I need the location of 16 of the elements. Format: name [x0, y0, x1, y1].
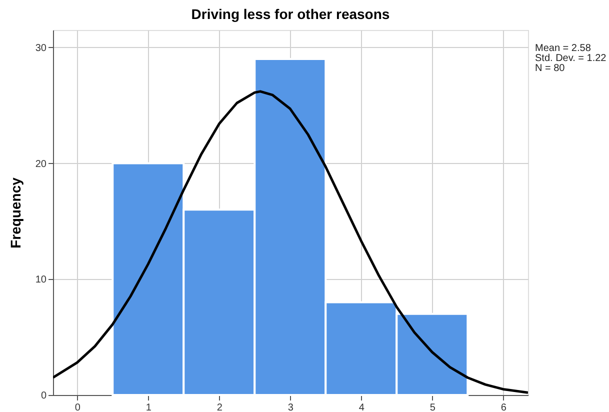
- y-tick-label: 20: [35, 158, 47, 170]
- y-tick-label: 10: [35, 274, 47, 286]
- x-tick-label: 6: [500, 402, 507, 412]
- text: Std. Dev. = 1.22: [535, 53, 607, 64]
- y-tick-label: 30: [35, 42, 47, 54]
- text: Mean = 2.58: [535, 43, 592, 54]
- x-tick-label: 0: [74, 402, 81, 412]
- x-tick-label: 4: [358, 402, 365, 412]
- chart-title: Driving less for other reasons: [191, 6, 390, 22]
- x-tick-label: 5: [430, 402, 436, 412]
- y-axis-title: Frequency: [7, 177, 24, 248]
- x-tick-label: 3: [288, 402, 294, 412]
- text: N = 80: [535, 63, 566, 74]
- x-tick-label: 1: [146, 402, 152, 412]
- y-tick-label: 0: [40, 390, 47, 402]
- x-tick-label: 2: [216, 402, 223, 412]
